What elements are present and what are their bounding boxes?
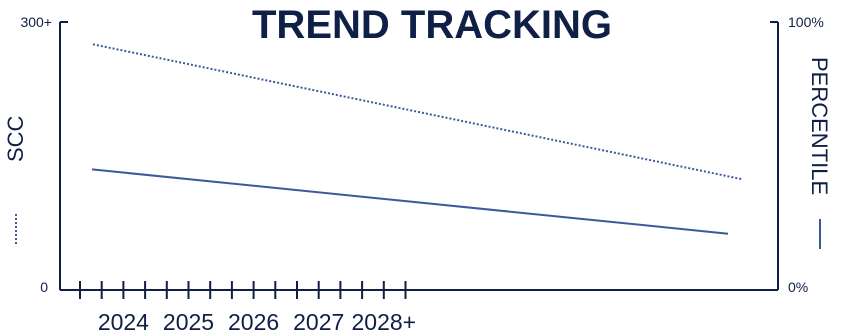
x-axis-ticks [79,281,407,299]
x-tick-label: 2027 [293,309,344,333]
x-tick-label: 2025 [163,309,214,333]
left-axis-min-label: 0 [40,279,48,295]
left-axis-title-group: SCC [3,115,28,244]
right-axis-title-group: PERCENTILE [807,57,832,249]
right-axis-max-label: 100% [788,14,824,30]
x-tick-label: 2028+ [351,309,416,333]
x-tick-label: 2026 [228,309,279,333]
x-tick-label: 2024 [98,309,149,333]
right-axis-min-label: 0% [788,279,808,295]
left-axis-max-label: 300+ [20,14,52,30]
scc-series-line [92,43,743,181]
chart-title: TREND TRACKING [252,3,612,47]
x-axis-labels: 2024 2025 2026 2027 2028+ [98,309,416,333]
right-axis-title: PERCENTILE [807,57,832,195]
series-lines [91,43,743,235]
percentile-series-line [91,168,729,235]
left-axis-title: SCC [3,115,28,162]
